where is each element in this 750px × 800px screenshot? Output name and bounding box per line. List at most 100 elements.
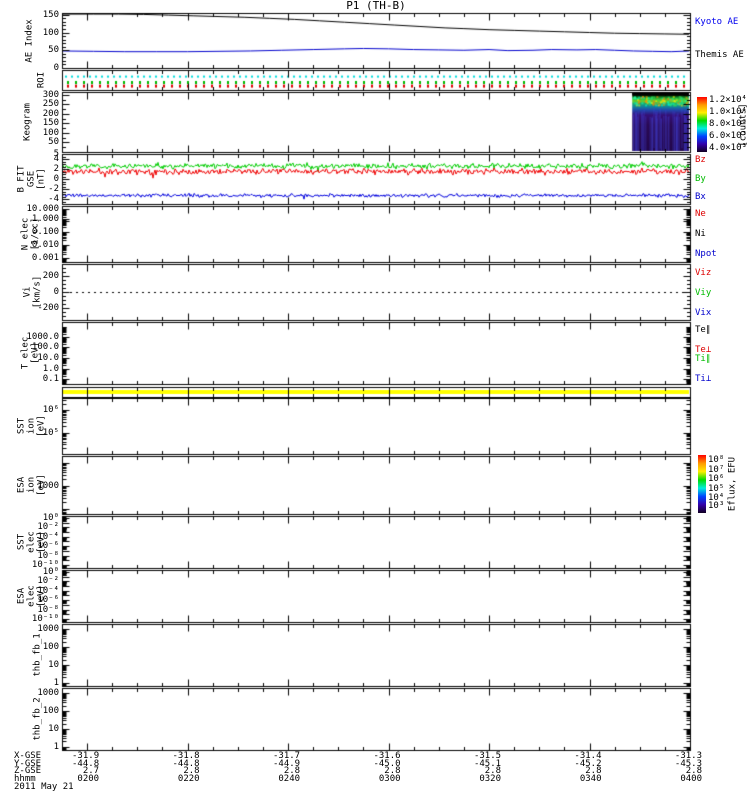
legend-label: Bz — [695, 155, 706, 165]
legend-label: By — [695, 174, 706, 184]
axis-value: -45.2 — [574, 758, 602, 769]
legend-label: Ni — [695, 229, 706, 239]
axis-value: -45.1 — [473, 758, 502, 769]
ytick-label: 1000 — [37, 481, 59, 492]
ytick-label: 250 — [42, 99, 59, 110]
ytick-label: 100 — [42, 127, 59, 138]
axis-value: 0240 — [278, 773, 301, 784]
panel-axis-label: ROI — [36, 71, 47, 89]
ytick-label: 10⁻⁸ — [37, 604, 59, 615]
ytick-label: -4 — [48, 194, 59, 204]
ytick-label: -200 — [37, 303, 59, 314]
ytick-label: 10⁻¹⁰ — [31, 559, 59, 570]
ytick-label: 50 — [48, 45, 59, 56]
ytick-label: 2 — [53, 164, 59, 174]
ytick-label: 10⁻¹⁰ — [31, 613, 59, 624]
legend-label: Bx — [695, 192, 706, 202]
panel-axis-label: thb_fb_1 — [32, 633, 43, 677]
ytick-label: 10.000 — [26, 203, 59, 214]
legend-label: Ne — [695, 209, 706, 219]
colorbar-tick-label: 10⁸ — [708, 454, 725, 465]
axis-value: 2.8 — [585, 766, 602, 776]
axis-value: -31.4 — [574, 751, 602, 761]
ytick-label: 10⁻⁸ — [37, 550, 59, 561]
axis-value: 0320 — [479, 773, 502, 784]
colorbar-unit-label: Eflux, EFU — [727, 456, 738, 512]
legend-label: Npot — [695, 249, 717, 259]
ytick-label: 0.010 — [31, 240, 59, 251]
ytick-label: 200 — [42, 270, 59, 281]
axis-row-label: Y-GSE — [14, 758, 42, 769]
axis-value: -31.9 — [72, 751, 100, 761]
axis-value: 2.8 — [484, 766, 502, 776]
ytick-label: 10⁵ — [42, 427, 59, 438]
axis-value: 0300 — [378, 773, 401, 784]
ytick-label: 4 — [53, 154, 59, 164]
ytick-label: 0.100 — [31, 226, 59, 237]
colorbar-tick-label: 1.2×10⁴ — [709, 94, 747, 105]
ytick-label: -2 — [48, 184, 59, 194]
axis-value: 0200 — [77, 773, 100, 784]
legend-label: Ti⊥ — [695, 374, 712, 384]
colorbar-tick-label: 8.0×10³ — [709, 118, 747, 129]
panel-axis-label: AE Index — [24, 18, 35, 63]
ytick-label: 300 — [42, 89, 59, 100]
axis-value: -31.3 — [674, 751, 702, 761]
axis-value: -45.3 — [674, 758, 702, 769]
ytick-label: 1 — [53, 677, 59, 688]
ytick-label: 10⁻⁴ — [37, 531, 59, 542]
colorbar-tick-label: 10⁶ — [708, 474, 725, 485]
ytick-label: 1.0 — [42, 363, 59, 374]
axis-value: 2.7 — [82, 766, 100, 776]
colorbar-tick-label: 1.0×10⁴ — [709, 106, 747, 117]
axis-value: -31.6 — [373, 751, 401, 761]
date-label: 2011 May 21 — [14, 782, 74, 792]
ytick-label: 10⁻² — [37, 522, 59, 533]
axis-value: 2.8 — [283, 766, 301, 776]
ytick-label: 150 — [42, 9, 59, 20]
ytick-label: 1.000 — [31, 213, 59, 224]
legend-label: Te⊥ — [695, 345, 712, 355]
legend-label: Kyoto AE — [695, 17, 739, 27]
ytick-label: 10⁻² — [37, 576, 59, 587]
ytick-label: 100 — [42, 27, 59, 38]
ytick-label: 0 — [53, 287, 59, 297]
ytick-label: 1000 — [37, 687, 59, 698]
axis-value: -44.8 — [172, 758, 200, 769]
legend-label: Viy — [695, 288, 712, 298]
axis-value: -44.8 — [72, 758, 100, 769]
ytick-label: 1000.0 — [26, 331, 59, 342]
colorbar-tick-label: 10⁵ — [708, 484, 725, 495]
ytick-label: 1 — [53, 741, 59, 752]
ytick-label: 10⁶ — [42, 405, 59, 416]
legend-label: Viz — [695, 268, 712, 278]
ytick-label: 100.0 — [31, 342, 59, 353]
ytick-label: 0 — [53, 174, 59, 184]
ytick-label: 100 — [42, 641, 59, 652]
ytick-label: 10⁰ — [42, 567, 59, 578]
axis-value: -31.7 — [272, 751, 301, 761]
legend-label: Vix — [695, 308, 712, 318]
colorbar-tick-label: 6.0×10³ — [709, 131, 747, 142]
legend-label: Ti∥ — [695, 354, 711, 364]
ytick-label: 1000 — [37, 623, 59, 634]
axis-value: 2.8 — [685, 766, 702, 776]
ytick-label: 200 — [42, 108, 59, 119]
ytick-label: 10 — [48, 723, 59, 734]
ytick-label: 5 — [53, 149, 59, 159]
axis-value: -44.9 — [272, 758, 301, 769]
ytick-label: 100 — [42, 705, 59, 716]
ytick-label: 10⁻⁶ — [37, 595, 59, 606]
colorbar-tick-label: 4.0×10³ — [709, 143, 747, 154]
axis-value: -45.0 — [373, 758, 401, 769]
esa-colorbar — [698, 455, 706, 513]
panel-axis-label: thb_fb_2 — [32, 697, 43, 741]
ytick-label: 0 — [53, 63, 59, 73]
axis-row-label: Z-GSE — [14, 766, 42, 776]
axis-value: 0220 — [177, 773, 200, 784]
axis-value: -31.5 — [473, 751, 502, 761]
ytick-label: 0.001 — [31, 253, 59, 264]
ytick-label: 10⁻⁴ — [37, 585, 59, 596]
